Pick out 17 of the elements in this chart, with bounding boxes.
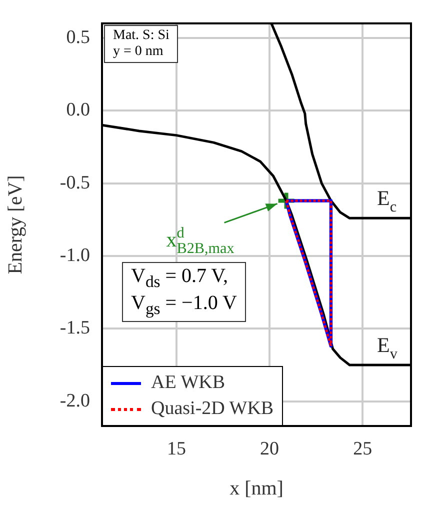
- x-tick-label: 25: [353, 438, 372, 460]
- y-tick-label: -1.5: [60, 318, 90, 339]
- y-tick-label: 0.5: [66, 26, 90, 48]
- legend-label: Quasi-2D WKB: [151, 397, 274, 421]
- x-tick-label: 15: [166, 438, 186, 460]
- annotation: Mat. S: Si: [113, 28, 170, 44]
- legend-label: AE WKB: [151, 371, 226, 395]
- annotation: y = 0 nm: [113, 44, 164, 60]
- y-tick-label: 0.0: [66, 100, 90, 121]
- y-tick-label: -1.0: [60, 244, 90, 266]
- annotation: V$_{gs}$ = −1.0 V: [131, 292, 237, 319]
- y-axis-title: Energy [eV]: [4, 175, 26, 274]
- y-tick-label: -2.0: [60, 390, 90, 412]
- y-tick-label: -0.5: [60, 172, 90, 194]
- x-axis-title: x [nm]: [230, 477, 284, 500]
- annotation: V$_{ds}$ = 0.7 V,: [131, 265, 230, 292]
- x-tick-label: 20: [260, 438, 280, 460]
